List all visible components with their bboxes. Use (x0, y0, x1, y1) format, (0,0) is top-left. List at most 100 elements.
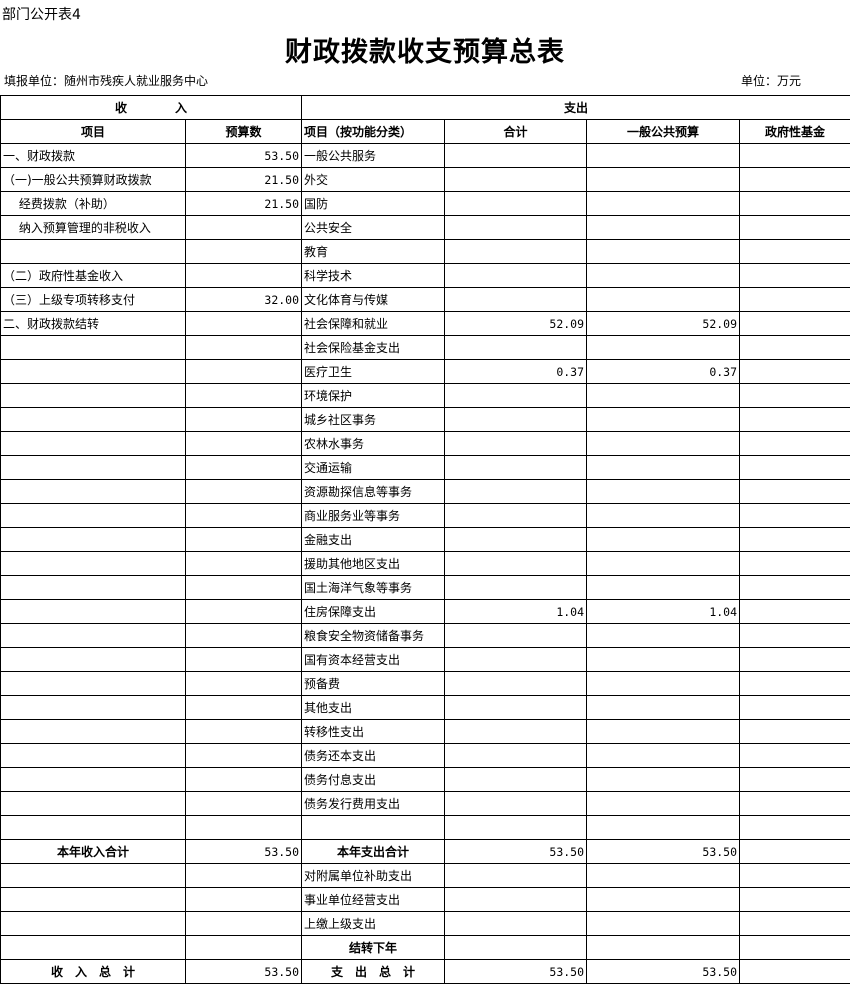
expense-general-budget (587, 672, 740, 696)
expense-total (445, 648, 587, 672)
expense-item: 住房保障支出 (302, 600, 445, 624)
table-row: 债务付息支出 (1, 768, 850, 792)
currency-unit: 单位：万元 (741, 72, 801, 89)
expense-total (445, 264, 587, 288)
expense-total (445, 816, 587, 840)
expense-gov-fund (740, 888, 850, 912)
expense-total (445, 576, 587, 600)
expense-total (445, 216, 587, 240)
income-item (1, 456, 186, 480)
expense-total: 52.09 (445, 312, 587, 336)
expense-total (445, 792, 587, 816)
income-item (1, 888, 186, 912)
column-header-row: 项目 预算数 项目（按功能分类） 合计 一般公共预算 政府性基金 (1, 120, 850, 144)
expense-item: 债务还本支出 (302, 744, 445, 768)
expense-gov-fund (740, 840, 850, 864)
income-item: （一)一般公共预算财政拨款 (1, 168, 186, 192)
income-item: 二、财政拨款结转 (1, 312, 186, 336)
expense-gov-fund (740, 144, 850, 168)
expense-item: 农林水事务 (302, 432, 445, 456)
expense-gov-fund (740, 552, 850, 576)
table-row (1, 816, 850, 840)
expense-general-budget (587, 744, 740, 768)
income-budget (186, 672, 302, 696)
expense-item: 债务付息支出 (302, 768, 445, 792)
expense-general-budget (587, 912, 740, 936)
expense-item: 城乡社区事务 (302, 408, 445, 432)
expense-gov-fund (740, 408, 850, 432)
expense-total (445, 744, 587, 768)
income-budget (186, 864, 302, 888)
expense-general-budget (587, 864, 740, 888)
income-budget (186, 720, 302, 744)
income-budget (186, 408, 302, 432)
expense-general-budget (587, 720, 740, 744)
expense-item: 转移性支出 (302, 720, 445, 744)
reporting-unit: 填报单位：随州市残疾人就业服务中心 (4, 72, 208, 89)
table-row: 国土海洋气象等事务 (1, 576, 850, 600)
expense-general-budget (587, 696, 740, 720)
expense-total (445, 408, 587, 432)
table-row: 金融支出 (1, 528, 850, 552)
expense-item: 环境保护 (302, 384, 445, 408)
expense-item: 国土海洋气象等事务 (302, 576, 445, 600)
expense-gov-fund (740, 936, 850, 960)
income-budget (186, 624, 302, 648)
expense-general-budget (587, 792, 740, 816)
expense-item: 预备费 (302, 672, 445, 696)
income-budget (186, 384, 302, 408)
expense-total (445, 528, 587, 552)
income-item (1, 432, 186, 456)
expense-general-budget (587, 888, 740, 912)
table-row: 上缴上级支出 (1, 912, 850, 936)
expense-general-budget (587, 936, 740, 960)
income-budget (186, 576, 302, 600)
expense-gov-fund (740, 792, 850, 816)
expense-gov-fund (740, 816, 850, 840)
income-item (1, 864, 186, 888)
expense-gov-fund (740, 720, 850, 744)
expense-item: 一般公共服务 (302, 144, 445, 168)
income-budget (186, 696, 302, 720)
col-header-total: 合计 (445, 120, 587, 144)
expense-total: 53.50 (445, 840, 587, 864)
expense-general-budget (587, 384, 740, 408)
income-budget: 32.00 (186, 288, 302, 312)
income-item (1, 360, 186, 384)
table-row: 预备费 (1, 672, 850, 696)
expense-item: 上缴上级支出 (302, 912, 445, 936)
table-row: 农林水事务 (1, 432, 850, 456)
expense-item: 公共安全 (302, 216, 445, 240)
table-row: 环境保护 (1, 384, 850, 408)
income-budget: 53.50 (186, 144, 302, 168)
income-item (1, 744, 186, 768)
income-budget (186, 792, 302, 816)
table-row: 对附属单位补助支出 (1, 864, 850, 888)
expense-gov-fund (740, 744, 850, 768)
expense-general-budget (587, 528, 740, 552)
expense-item: 结转下年 (302, 936, 445, 960)
table-row: 粮食安全物资储备事务 (1, 624, 850, 648)
income-item (1, 480, 186, 504)
expense-general-budget (587, 576, 740, 600)
page-title: 财政拨款收支预算总表 (0, 30, 850, 69)
income-item: （三）上级专项转移支付 (1, 288, 186, 312)
expense-total: 1.04 (445, 600, 587, 624)
expense-item: 国有资本经营支出 (302, 648, 445, 672)
expense-item: 社会保险基金支出 (302, 336, 445, 360)
expense-gov-fund (740, 264, 850, 288)
income-budget (186, 936, 302, 960)
table-row: 资源勘探信息等事务 (1, 480, 850, 504)
expense-gov-fund (740, 912, 850, 936)
expense-general-budget (587, 144, 740, 168)
expense-general-budget: 53.50 (587, 960, 740, 984)
expense-total (445, 696, 587, 720)
expense-total (445, 768, 587, 792)
income-budget (186, 600, 302, 624)
income-budget (186, 744, 302, 768)
